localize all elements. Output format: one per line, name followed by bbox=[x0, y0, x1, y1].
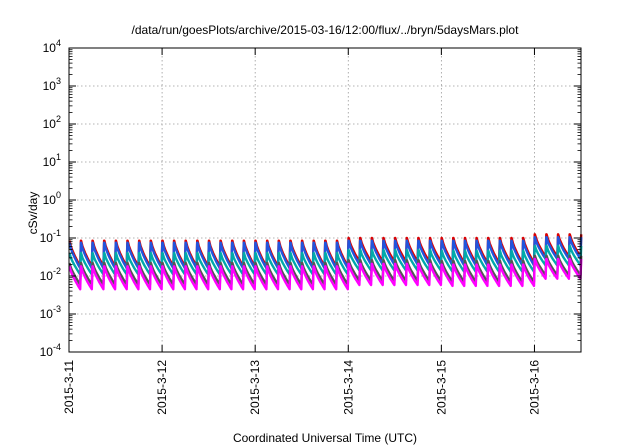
y-axis-label: cSv/day bbox=[26, 192, 40, 235]
series-line-4 bbox=[68, 254, 583, 286]
series-layer bbox=[68, 233, 583, 291]
x-tick-label: 2015-3-12 bbox=[155, 360, 169, 415]
series-line-5 bbox=[68, 257, 583, 291]
series-line-3 bbox=[68, 244, 583, 276]
y-tick-label: 102 bbox=[43, 114, 61, 131]
y-tick-label: 103 bbox=[43, 76, 61, 93]
y-tick-label: 104 bbox=[43, 38, 61, 55]
plot-border bbox=[68, 47, 582, 353]
x-tick-label: 2015-3-11 bbox=[62, 360, 76, 414]
x-tick-labels: 2015-3-11 2015-3-12 2015-3-13 2015-3-14 2015… bbox=[62, 360, 541, 415]
y-tick-label: 10-3 bbox=[40, 304, 61, 321]
y-tick-label: 10-2 bbox=[40, 266, 61, 283]
y-tick-label: 100 bbox=[43, 190, 61, 207]
y-tick-label: 10-4 bbox=[40, 342, 61, 359]
x-axis-label: Coordinated Universal Time (UTC) bbox=[233, 431, 417, 445]
x-tick-label: 2015-3-15 bbox=[434, 360, 448, 415]
plot-frame bbox=[68, 47, 582, 353]
series-line-2 bbox=[68, 235, 583, 270]
chart-title: /data/run/goesPlots/archive/2015-03-16/1… bbox=[132, 23, 520, 37]
x-tick-label: 2015-3-16 bbox=[527, 360, 541, 415]
y-tick-label: 10-1 bbox=[40, 228, 61, 245]
y-tick-labels: 10-4 10-3 10-2 10-1 100 101 102 103 104 bbox=[40, 38, 61, 359]
y-tick-label: 101 bbox=[43, 152, 61, 169]
x-tick-label: 2015-3-13 bbox=[248, 360, 262, 415]
grid-layer bbox=[69, 48, 581, 352]
x-tick-label: 2015-3-14 bbox=[341, 360, 355, 415]
